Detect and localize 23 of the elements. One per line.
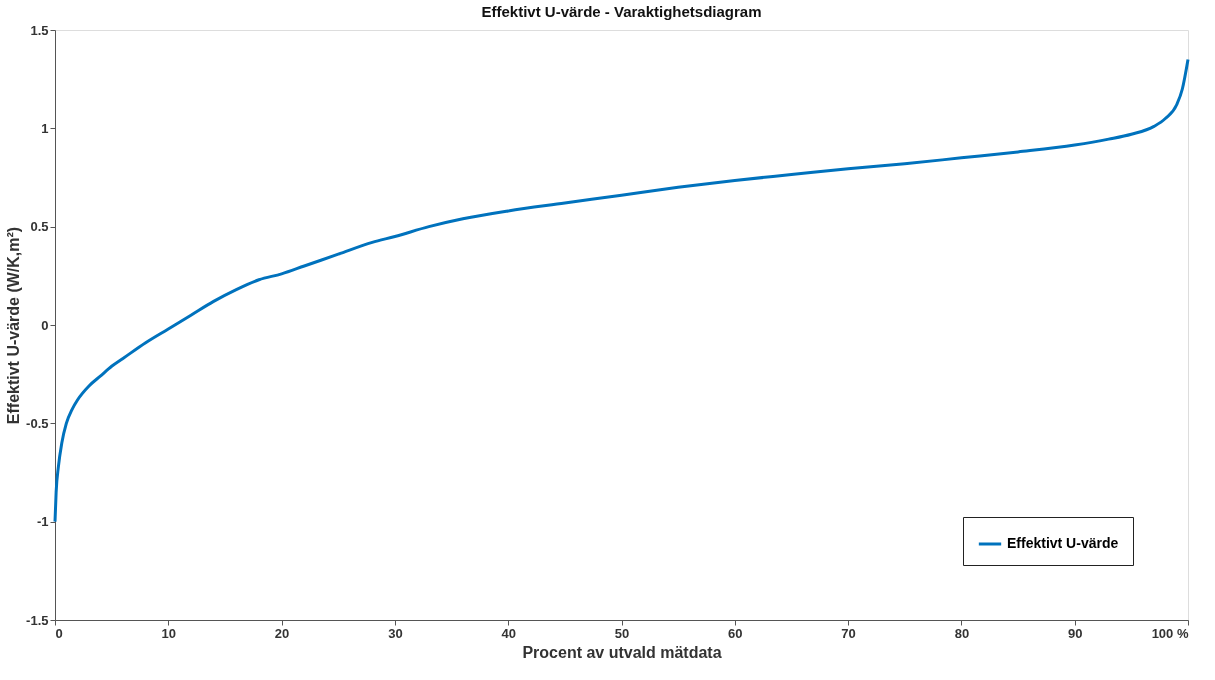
chart-title: Effektivt U-värde - Varaktighetsdiagram — [481, 3, 762, 20]
y-tick-label: 0 — [41, 317, 49, 333]
y-axis-title: Effektivt U-värde (W/K,m²) — [5, 226, 23, 425]
y-tick-label: -1.5 — [26, 612, 49, 628]
x-tick-label: 10 — [161, 625, 177, 641]
y-tick-label: 0.5 — [30, 219, 49, 235]
y-tick-label: -0.5 — [26, 415, 49, 431]
legend-label: Effektivt U-värde — [1007, 535, 1119, 551]
x-tick-label: 30 — [388, 625, 403, 641]
x-tick-label: 0 — [55, 625, 63, 641]
x-tick-label: 20 — [274, 625, 290, 641]
x-tick-label: 40 — [501, 625, 516, 641]
x-tick-label: 80 — [954, 625, 970, 641]
x-tick-label: 50 — [614, 625, 630, 641]
y-tick-label: 1 — [41, 120, 49, 136]
x-tick-label: 90 — [1067, 625, 1083, 641]
x-tick-label: 60 — [728, 625, 743, 641]
y-tick-label: 1.5 — [30, 22, 49, 38]
x-axis-title: Procent av utvald mätdata — [522, 643, 722, 661]
x-tick-label: 70 — [841, 625, 856, 641]
x-tick-label: 100 % — [1151, 625, 1189, 641]
y-tick-label: -1 — [36, 514, 49, 530]
line-series — [53, 58, 1190, 524]
